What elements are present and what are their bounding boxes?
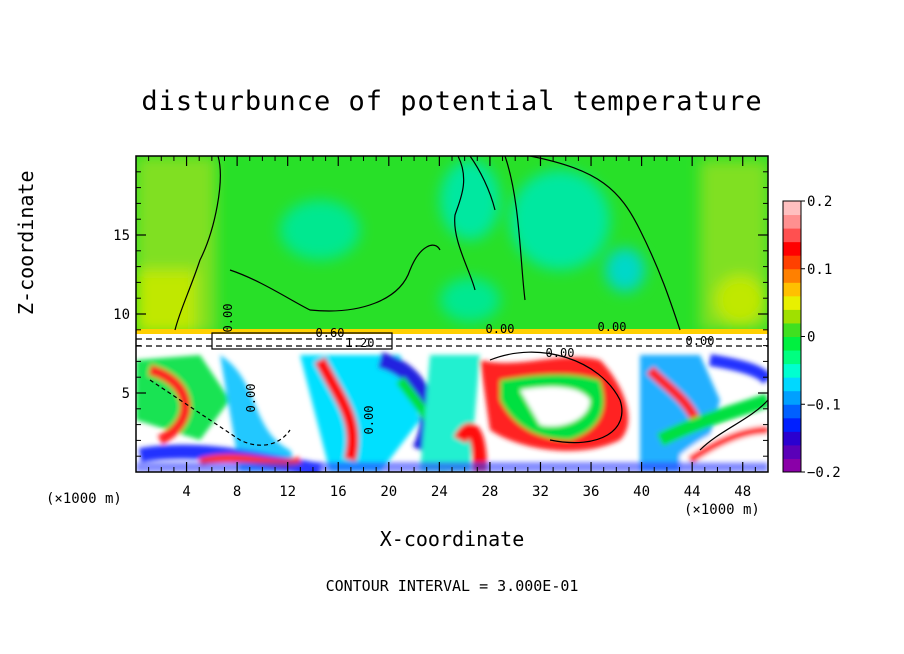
contour-label: 0.00 — [546, 346, 575, 360]
colorbar-tick-label: 0 — [807, 330, 815, 346]
x-tick-label: 48 — [734, 484, 751, 500]
x-tick-label: 20 — [380, 484, 397, 500]
x-tick-label: 44 — [684, 484, 701, 500]
upper-field-variations — [136, 156, 768, 334]
y-tick-label: 5 — [122, 386, 130, 402]
colorbar-swatch — [783, 431, 801, 446]
colorbar-swatch — [783, 268, 801, 283]
x-tick-label: 4 — [182, 484, 190, 500]
x-tick-label: 36 — [583, 484, 600, 500]
contour-interval-note: CONTOUR INTERVAL = 3.000E-01 — [325, 577, 579, 595]
colorbar-swatch — [783, 295, 801, 310]
contour-label: 0.00 — [362, 406, 376, 435]
colorbar-swatch — [783, 350, 801, 365]
colorbar-tick-label: −0.1 — [807, 397, 841, 413]
colorbar-swatch — [783, 417, 801, 432]
contour-label: 0.00 — [221, 304, 235, 333]
x-tick-label: 40 — [633, 484, 650, 500]
colorbar-swatch — [783, 282, 801, 297]
contour-label: 0.00 — [598, 320, 627, 334]
lower-field-eddies — [136, 352, 768, 472]
x-tick-label: 12 — [279, 484, 296, 500]
interface-warm-line — [136, 329, 768, 334]
colorbar-swatch — [783, 322, 801, 337]
y-axis-unit: (×1000 m) — [46, 491, 122, 507]
y-axis: 5 10 15 — [113, 171, 768, 457]
colorbar-swatch — [783, 458, 801, 473]
colorbar-swatch — [783, 214, 801, 229]
x-axis-unit: (×1000 m) — [684, 502, 760, 518]
x-axis: 4 8 12 16 20 24 28 32 36 40 44 48 — [148, 156, 756, 500]
y-tick-label: 15 — [113, 228, 130, 244]
colorbar-swatch — [783, 377, 801, 392]
x-tick-label: 24 — [431, 484, 448, 500]
colorbar-swatch — [783, 444, 801, 459]
contour-label: 0.00 — [486, 322, 515, 336]
contour-label: 0.60 — [316, 326, 345, 340]
y-tick-label: 10 — [113, 307, 130, 323]
colorbar-swatch — [783, 201, 801, 216]
contour-lines — [136, 156, 768, 451]
y-axis-label: Z-coordinate — [13, 170, 38, 316]
colorbar-swatch — [783, 255, 801, 270]
x-tick-label: 32 — [532, 484, 549, 500]
x-tick-label: 28 — [481, 484, 498, 500]
colorbar-tick-label: −0.2 — [807, 465, 841, 481]
colorbar-swatch — [783, 241, 801, 256]
contour-labels: 0.00 0.00 0.601.20 0.00 0.00 0.00 0.00 0.00 — [221, 304, 714, 435]
colorbar-swatch — [783, 228, 801, 243]
x-tick-label: 8 — [233, 484, 241, 500]
x-axis-label: X-coordinate — [379, 527, 525, 551]
colorbar-tick-label: 0.1 — [807, 262, 832, 278]
colorbar-swatch — [783, 390, 801, 405]
colorbar-swatch — [783, 404, 801, 419]
colorbar-swatch — [783, 363, 801, 378]
colorbar-swatch — [783, 309, 801, 324]
contour-label: 1.20 — [346, 336, 375, 350]
colorbar-tick-label: 0.2 — [807, 194, 832, 210]
plot-area — [136, 156, 768, 472]
colorbar-swatch — [783, 336, 801, 351]
chart-title: disturbunce of potential temperature — [141, 86, 763, 117]
contour-label: 0.00 — [244, 384, 258, 413]
contour-label: 0.00 — [686, 334, 715, 348]
colorbar: 0.2 0.1 0 −0.1 −0.2 — [782, 194, 841, 481]
x-tick-label: 16 — [330, 484, 347, 500]
